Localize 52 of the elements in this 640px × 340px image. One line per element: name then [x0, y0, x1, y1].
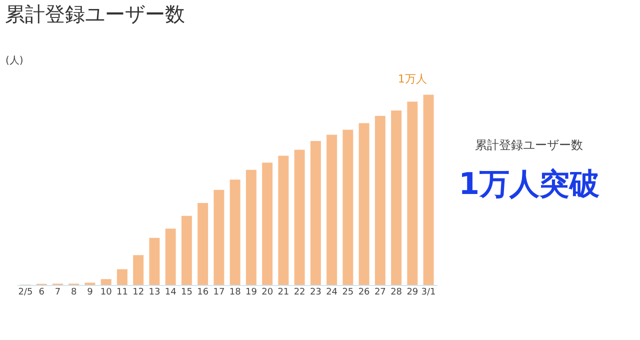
x-tick-label: 21 [278, 288, 290, 298]
x-tick-label: 8 [70, 288, 77, 298]
x-tick-label: 13 [148, 288, 160, 298]
x-tick-label: 29 [406, 288, 418, 298]
bar [133, 255, 144, 285]
bar [181, 216, 192, 285]
x-tick-label: 16 [197, 288, 209, 298]
bar [246, 170, 256, 285]
y-axis-title: (人) [6, 56, 24, 66]
bar [230, 180, 240, 285]
x-tick-label: 23 [310, 288, 322, 298]
bar [149, 238, 160, 285]
bar [116, 269, 128, 285]
bar [407, 102, 418, 285]
bar [100, 279, 112, 285]
bar [391, 110, 402, 285]
x-tick-label: 3/1 [421, 288, 436, 298]
x-tick-label: 2/5 [18, 288, 33, 298]
text: 1万人突破 [458, 167, 600, 202]
bar [423, 94, 434, 285]
x-tick-label: 19 [245, 288, 258, 298]
annotation: 1万人 [398, 72, 427, 86]
bar [374, 116, 386, 285]
x-tick-label: 7 [54, 288, 61, 298]
bar [342, 130, 354, 285]
x-tick-label: 28 [390, 288, 402, 298]
x-tick-label: 15 [180, 288, 192, 298]
bar [294, 150, 305, 285]
x-tick-label: 12 [132, 288, 144, 298]
bar [198, 202, 208, 285]
x-tick-label: 20 [262, 288, 274, 298]
x-tick-label: 6 [38, 288, 45, 298]
x-tick-label: 17 [213, 288, 225, 298]
bar [262, 162, 273, 285]
x-tick-label: 22 [294, 288, 306, 298]
x-tick-label: 9 [87, 288, 94, 298]
x-tick-label: 14 [164, 288, 177, 298]
x-tick-label: 10 [100, 288, 112, 298]
x-tick-label: 27 [374, 288, 386, 298]
text: 累計登録ユーザー数 [475, 138, 583, 152]
x-tick-label: 24 [326, 288, 338, 298]
chart-title: 累計登録ユーザー数 [5, 2, 185, 26]
x-tick-label: 11 [116, 288, 128, 298]
bar [165, 228, 176, 285]
bar [214, 190, 224, 285]
bar [278, 156, 289, 285]
x-tick-label: 26 [358, 288, 370, 298]
bar [326, 134, 338, 285]
bar [358, 123, 370, 285]
x-tick-label: 18 [229, 288, 242, 298]
bar [310, 140, 321, 285]
x-tick-label: 25 [342, 288, 354, 298]
